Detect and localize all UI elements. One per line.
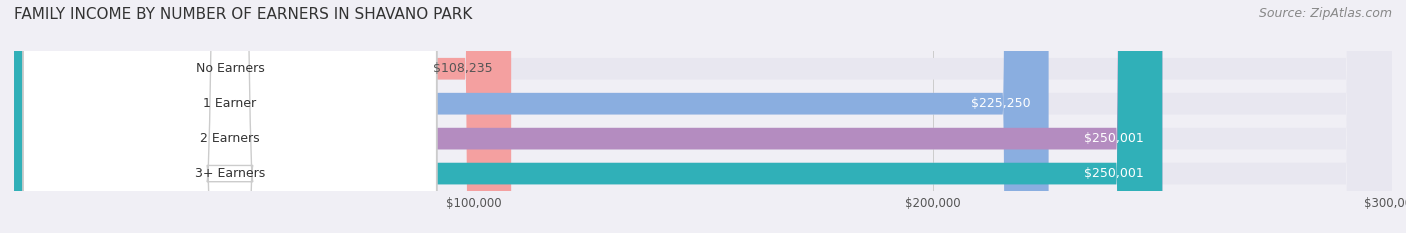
FancyBboxPatch shape <box>14 0 1163 233</box>
Text: $250,001: $250,001 <box>1084 132 1144 145</box>
Text: 2 Earners: 2 Earners <box>200 132 260 145</box>
Text: 1 Earner: 1 Earner <box>204 97 256 110</box>
Text: $250,001: $250,001 <box>1084 167 1144 180</box>
FancyBboxPatch shape <box>24 0 437 233</box>
FancyBboxPatch shape <box>24 0 437 233</box>
FancyBboxPatch shape <box>24 0 437 233</box>
FancyBboxPatch shape <box>14 0 1392 233</box>
Text: $108,235: $108,235 <box>433 62 494 75</box>
Text: $225,250: $225,250 <box>970 97 1031 110</box>
FancyBboxPatch shape <box>24 0 437 233</box>
Text: No Earners: No Earners <box>195 62 264 75</box>
Text: FAMILY INCOME BY NUMBER OF EARNERS IN SHAVANO PARK: FAMILY INCOME BY NUMBER OF EARNERS IN SH… <box>14 7 472 22</box>
FancyBboxPatch shape <box>14 0 1392 233</box>
Text: Source: ZipAtlas.com: Source: ZipAtlas.com <box>1258 7 1392 20</box>
FancyBboxPatch shape <box>14 0 1392 233</box>
FancyBboxPatch shape <box>14 0 512 233</box>
Text: 3+ Earners: 3+ Earners <box>195 167 266 180</box>
FancyBboxPatch shape <box>14 0 1049 233</box>
FancyBboxPatch shape <box>14 0 1163 233</box>
FancyBboxPatch shape <box>14 0 1392 233</box>
